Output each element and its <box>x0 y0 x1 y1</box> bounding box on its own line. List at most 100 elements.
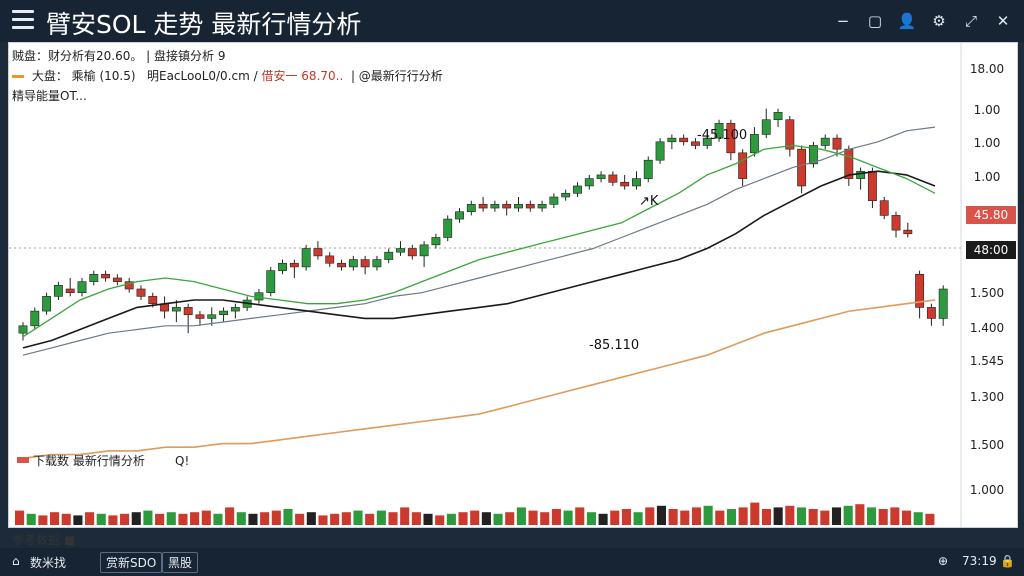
globe-icon[interactable]: ⊕ <box>938 554 949 568</box>
volume-bar <box>50 512 60 525</box>
volume-bar <box>866 507 877 525</box>
y-tick-label: 1.500 <box>970 438 1004 452</box>
volume-bar <box>726 509 737 525</box>
volume-bar <box>831 507 842 525</box>
status-tab-2[interactable]: 黑股 <box>162 552 199 573</box>
volume-bar <box>96 513 106 525</box>
volume-bar <box>470 510 480 525</box>
candle-body <box>466 204 476 213</box>
volume-bar <box>598 513 608 525</box>
volume-bar <box>458 512 468 525</box>
volume-bar <box>38 515 48 525</box>
volume-bar <box>61 513 71 525</box>
candle-body <box>289 262 299 268</box>
candle-body <box>879 200 889 216</box>
volume-bar <box>283 509 293 525</box>
volume-bar <box>353 510 363 525</box>
candle-body <box>301 248 311 268</box>
candle-body <box>443 218 453 238</box>
candle-body <box>655 141 665 161</box>
candle-body <box>643 159 653 179</box>
volume-bar <box>411 512 421 525</box>
candle-body <box>278 262 287 271</box>
volume-bar <box>190 512 200 525</box>
candle-body <box>832 137 842 150</box>
volume-bar <box>248 513 258 525</box>
volume-bar <box>703 505 713 525</box>
candle-body <box>490 204 500 209</box>
status-home-label[interactable]: 数米找 <box>30 556 67 570</box>
close-icon[interactable]: ✕ <box>996 12 1010 30</box>
candle-body <box>53 285 63 297</box>
lock-icon[interactable]: 🔒 <box>1000 554 1015 568</box>
candle-body <box>89 273 99 282</box>
candle-body <box>396 248 405 253</box>
volume-bar <box>913 512 923 525</box>
ma-green-line <box>22 144 936 338</box>
volume-bar <box>633 512 643 525</box>
candle-body <box>691 141 700 146</box>
bottom-left-label: 参考数据 ■ <box>12 533 76 547</box>
candle-body <box>573 185 582 194</box>
volume-bar <box>493 513 503 525</box>
candle-body <box>667 137 677 143</box>
volume-bar <box>446 513 456 525</box>
volume-bar <box>656 505 667 525</box>
candle-body <box>313 248 323 257</box>
candle-body <box>915 273 925 308</box>
volume-bar <box>341 512 351 525</box>
volume-bar <box>563 510 573 525</box>
y-tick-label: 1.545 <box>970 354 1004 368</box>
candle-body <box>195 314 205 319</box>
volume-bar <box>551 509 561 525</box>
candle-body <box>809 145 818 165</box>
candlestick-chart[interactable]: 18.00 1.00 1.00 1.00 1.500 1.400 1.545 1.300 1.5… <box>9 43 1017 546</box>
candle-body <box>384 251 394 260</box>
maximize-icon[interactable]: ▢ <box>867 12 883 30</box>
candle-body <box>42 296 52 312</box>
candle-body <box>525 204 535 209</box>
volume-bar <box>376 510 386 525</box>
volume-bar <box>855 504 865 525</box>
volume-bar <box>540 512 550 525</box>
volume-bar <box>73 515 83 525</box>
volume-bar <box>225 507 235 525</box>
volume-bar <box>178 513 188 525</box>
candle-body <box>419 244 429 257</box>
volume-bar <box>155 513 165 525</box>
volume-bar <box>680 510 690 525</box>
menu-icon[interactable] <box>12 10 34 30</box>
candle-body <box>738 152 748 179</box>
volume-bar <box>306 512 316 525</box>
candle-body <box>549 196 559 205</box>
expand-icon[interactable]: ⤢ <box>964 12 977 30</box>
settings-icon[interactable]: ⚙ <box>932 12 946 30</box>
volume-bar <box>890 507 900 525</box>
user-icon[interactable]: 👤 <box>897 12 917 30</box>
candle-body <box>101 273 111 279</box>
home-icon[interactable]: ⌂ <box>12 554 20 568</box>
volume-bar <box>166 512 176 525</box>
volume-bar <box>621 509 631 525</box>
minimize-icon[interactable]: − <box>836 12 850 30</box>
volume-bar <box>330 513 340 525</box>
candle-body <box>750 134 759 154</box>
volume-bar <box>715 510 725 525</box>
volume-legend-swatch <box>17 457 29 463</box>
candle-body <box>891 215 901 231</box>
candle-body <box>254 292 264 301</box>
volume-bar <box>820 510 830 525</box>
volume-bar <box>750 502 760 525</box>
app-title: 臂安SOL 走势 最新行情分析 <box>46 10 362 39</box>
candle-body <box>136 288 146 297</box>
candle-body <box>18 325 28 334</box>
candle-body <box>478 204 488 209</box>
volume-bar <box>761 509 772 525</box>
candle-body <box>337 262 346 268</box>
volume-bar <box>271 510 281 525</box>
volume-bar <box>365 513 375 525</box>
volume-bar <box>435 515 445 525</box>
y-tick-label: 1.00 <box>974 170 1001 184</box>
volume-bar <box>901 510 912 525</box>
status-tab-1[interactable]: 赏新SDO <box>100 552 163 573</box>
